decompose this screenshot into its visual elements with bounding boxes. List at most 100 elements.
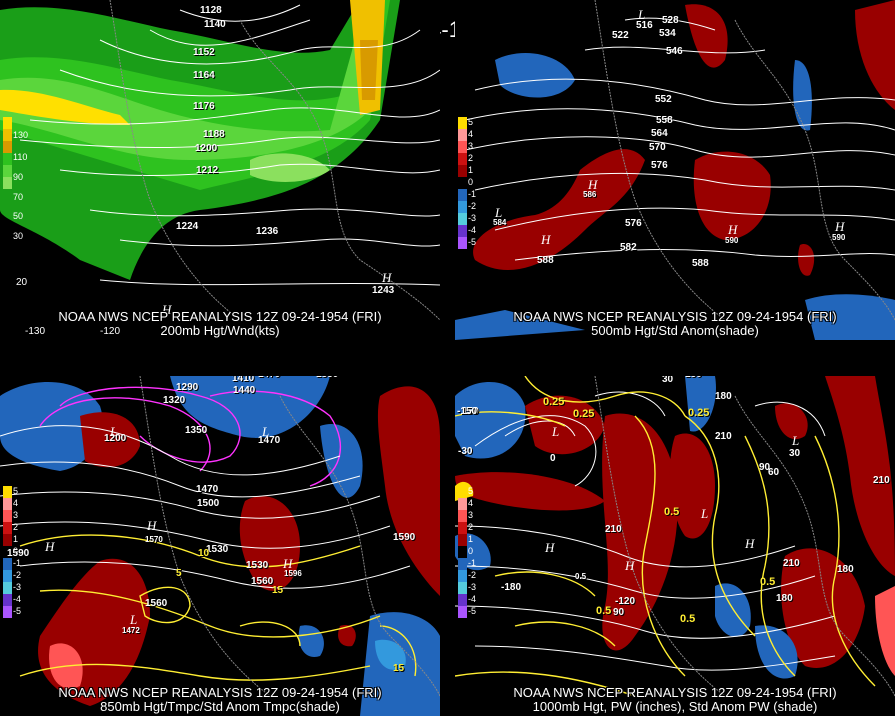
- anomaly-legend: [3, 486, 12, 618]
- contour-label: 1350: [316, 376, 338, 380]
- contour-label: 1560: [251, 576, 274, 587]
- high-marker: H: [545, 540, 555, 555]
- contour-label: 1320: [163, 395, 186, 406]
- panel-caption-source: NOAA NWS NCEP REANALYSIS 12Z 09-24-1954 …: [513, 309, 837, 324]
- contour-label: 0.5: [575, 572, 587, 581]
- contour-label: 180: [715, 391, 732, 402]
- legend-label: 5: [468, 117, 474, 127]
- high-marker: H: [147, 518, 157, 533]
- contour-label: 90: [759, 462, 771, 473]
- panel-1000mb: 5 4 3 2 1 0 -1 -2 -3 -4 -5 60 150 30 150…: [455, 376, 895, 716]
- anomaly-legend: [458, 486, 467, 618]
- map-1000mb: [455, 376, 895, 697]
- panel-850mb: 5 4 3 2 1 0 -1 -2 -3 -4 -5 1200 1290 132…: [0, 376, 440, 716]
- panel-caption-source: NOAA NWS NCEP REANALYSIS 12Z 09-24-1954 …: [58, 685, 382, 700]
- contour-label: 15: [393, 663, 405, 674]
- contour-label: 90: [613, 607, 625, 618]
- panel-caption-source: NOAA NWS NCEP REANALYSIS 12Z 09-24-1954 …: [58, 309, 382, 324]
- contour-label: -150: [457, 406, 478, 417]
- contour-label: 60: [768, 467, 780, 478]
- high-marker: H: [541, 232, 551, 247]
- contour-label: 240: [732, 376, 749, 379]
- contour-label: 150: [685, 376, 702, 380]
- map-500mb: [455, 0, 895, 340]
- legend-label: -4: [13, 594, 22, 604]
- contour-label: 180: [776, 593, 793, 604]
- legend-label: -1: [468, 558, 477, 568]
- legend-label: 0: [468, 177, 474, 187]
- legend-label: 1: [13, 534, 19, 544]
- high-marker: H: [728, 222, 738, 237]
- contour-label: 1440: [233, 385, 256, 396]
- contour-label: 564: [651, 128, 668, 139]
- contour-label: 528: [662, 15, 679, 26]
- legend-label: 2: [468, 153, 474, 163]
- contour-label: 0.5: [760, 576, 776, 588]
- anomaly-legend: [458, 117, 467, 249]
- contour-label: 1236: [256, 226, 279, 237]
- contour-label: 534: [659, 28, 676, 39]
- contour-label: 5: [176, 568, 182, 579]
- contour-label: 1590: [393, 532, 416, 543]
- legend-label: -4: [468, 594, 477, 604]
- map-850mb: [0, 376, 440, 716]
- contour-label: 1530: [206, 544, 229, 555]
- contour-label: 1470: [258, 435, 281, 446]
- contour-label: 586: [583, 190, 597, 199]
- low-marker: L: [792, 433, 800, 448]
- legend-label: 70: [13, 192, 24, 202]
- panel-500mb: 5 4 3 2 1 0 -1 -2 -3 -4 -5 516 522 528 5…: [455, 0, 895, 340]
- contour-label: 576: [625, 218, 642, 229]
- legend-label: 130: [13, 130, 29, 140]
- contour-label: 1596: [284, 569, 302, 578]
- contour-label: 576: [651, 160, 668, 171]
- contour-label: 210: [715, 431, 732, 442]
- panel-200mb: 130 110 90 70 50 30 1128 1140 1152 1164 …: [0, 0, 440, 340]
- legend-label: 1: [468, 534, 474, 544]
- high-marker: H: [382, 270, 392, 285]
- legend-label: 90: [13, 172, 24, 182]
- contour-label: 1243: [372, 285, 395, 296]
- legend-label: -1: [13, 558, 22, 568]
- contour-label: 582: [620, 242, 637, 253]
- legend-label: 30: [13, 231, 24, 241]
- contour-label: 1212: [196, 165, 219, 176]
- contour-label: 0: [550, 453, 556, 464]
- contour-label: 0.5: [664, 506, 680, 518]
- contour-label: 210: [873, 475, 890, 486]
- legend-label: 0: [13, 546, 19, 556]
- low-marker: L: [638, 7, 646, 22]
- contour-label: 10: [198, 548, 210, 559]
- contour-label: 0.25: [573, 408, 595, 420]
- high-marker: H: [835, 219, 845, 234]
- low-marker: L: [262, 424, 270, 439]
- legend-label: 2: [468, 522, 474, 532]
- lat-label: 20: [16, 277, 28, 288]
- legend-label: -5: [468, 237, 477, 247]
- legend-label: 3: [468, 141, 474, 151]
- legend-label: 3: [468, 510, 474, 520]
- contour-label: 1200: [104, 433, 127, 444]
- contour-label: 0.5: [680, 613, 696, 625]
- contour-label: 1350: [185, 425, 208, 436]
- high-marker: H: [283, 556, 293, 571]
- legend-label: 110: [13, 152, 28, 162]
- contour-label: 1590: [7, 548, 30, 559]
- contour-label: 1570: [145, 535, 163, 544]
- wind-legend: [3, 117, 12, 201]
- legend-label: -2: [468, 201, 477, 211]
- contour-label: 1470: [196, 484, 219, 495]
- legend-label: 50: [13, 211, 24, 221]
- contour-label: 590: [725, 236, 739, 245]
- contour-label: 522: [612, 30, 629, 41]
- legend-label: 2: [13, 522, 19, 532]
- low-marker: L: [552, 424, 560, 439]
- panel-caption-field: 1000mb Hgt, PW (inches), Std Anom PW (sh…: [532, 699, 818, 714]
- contour-label: 1500: [197, 498, 220, 509]
- contour-label: 588: [692, 258, 709, 269]
- contour-label: -30: [458, 446, 473, 457]
- legend-label: 0: [468, 546, 474, 556]
- contour-label: 1200: [195, 143, 218, 154]
- legend-label: -3: [13, 582, 22, 592]
- contour-label: 590: [832, 233, 846, 242]
